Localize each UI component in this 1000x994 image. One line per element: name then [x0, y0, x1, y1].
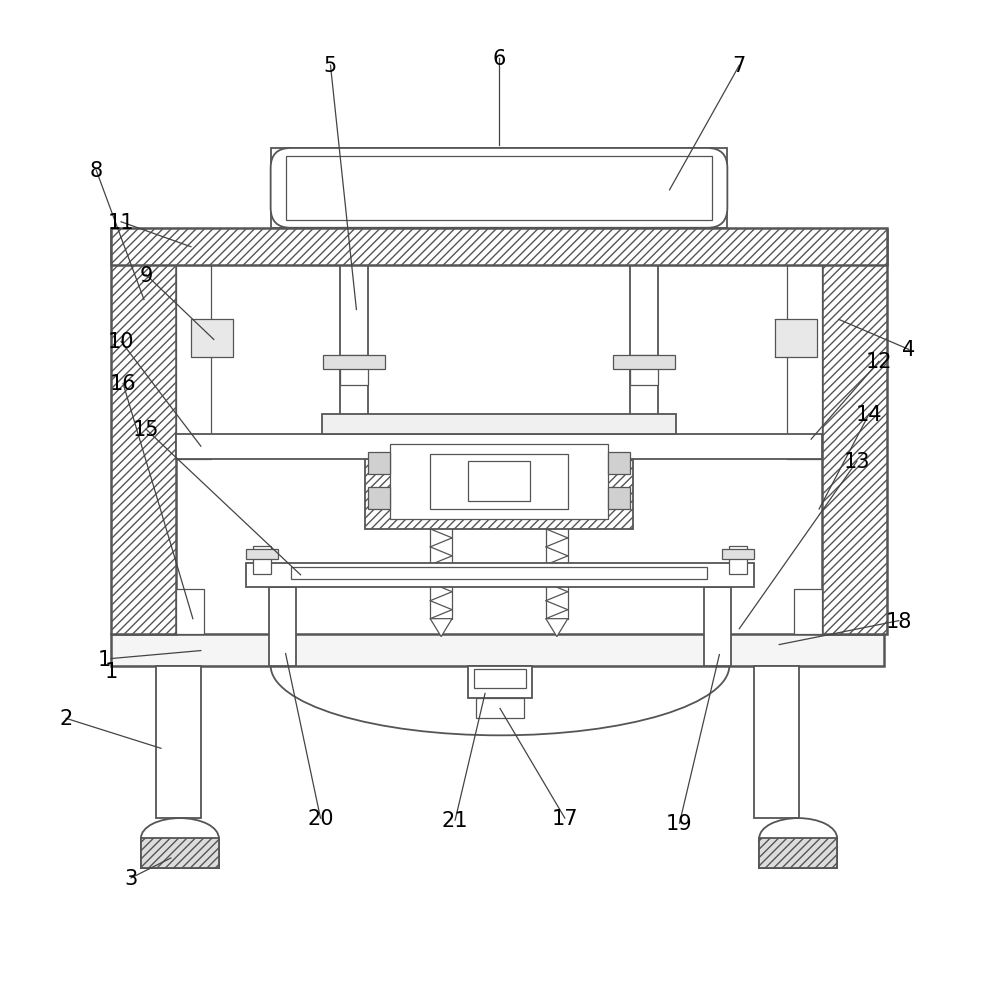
Bar [608, 487, 630, 510]
Text: 6: 6 [492, 49, 506, 70]
Bar [608, 452, 630, 474]
Bar [340, 356, 368, 386]
Bar [390, 444, 608, 520]
Bar [156, 666, 201, 818]
Text: 16: 16 [110, 374, 136, 394]
Text: 14: 14 [856, 405, 882, 424]
Bar [365, 434, 633, 530]
Text: 4: 4 [902, 340, 915, 360]
Bar [630, 356, 658, 386]
Bar [246, 550, 278, 560]
Bar [722, 550, 754, 560]
Text: 18: 18 [886, 611, 912, 631]
Bar [787, 265, 822, 459]
Bar [368, 452, 390, 474]
Text: 19: 19 [666, 813, 693, 833]
Text: 17: 17 [552, 808, 578, 828]
Bar [176, 434, 822, 459]
Bar [633, 229, 692, 265]
Bar [286, 157, 712, 221]
Text: 20: 20 [307, 808, 334, 828]
Text: 12: 12 [866, 352, 892, 372]
Bar [468, 666, 532, 699]
Text: 21: 21 [442, 810, 468, 830]
Bar [269, 587, 296, 666]
Text: 8: 8 [90, 161, 103, 181]
Bar [176, 589, 204, 634]
Text: 5: 5 [324, 56, 337, 77]
Bar [111, 231, 176, 634]
Bar [613, 356, 675, 370]
Bar [468, 461, 530, 502]
Bar [822, 231, 887, 634]
Text: 15: 15 [133, 419, 159, 439]
Bar [253, 547, 271, 575]
Bar [271, 149, 727, 229]
Bar [754, 666, 799, 818]
FancyBboxPatch shape [271, 149, 727, 229]
Bar [775, 320, 817, 358]
Polygon shape [141, 838, 219, 868]
Bar [291, 568, 707, 580]
Bar [111, 229, 887, 265]
Bar [340, 265, 368, 434]
Bar [141, 848, 219, 868]
Text: 9: 9 [139, 265, 153, 285]
Polygon shape [141, 838, 219, 868]
Bar [246, 564, 754, 587]
Bar [176, 265, 211, 459]
Bar [191, 320, 233, 358]
Polygon shape [430, 619, 452, 637]
Text: 3: 3 [124, 868, 138, 888]
Bar [474, 669, 526, 689]
Text: 11: 11 [108, 213, 134, 233]
Bar [759, 848, 837, 868]
Polygon shape [759, 838, 837, 868]
Text: 7: 7 [733, 56, 746, 77]
Bar [476, 699, 524, 719]
Text: 2: 2 [60, 709, 73, 729]
Bar [794, 589, 822, 634]
Text: 1: 1 [104, 661, 118, 681]
Bar [368, 487, 390, 510]
Bar [322, 414, 676, 434]
Bar [111, 634, 884, 666]
Polygon shape [546, 619, 568, 637]
Bar [306, 229, 365, 265]
Bar [704, 587, 731, 666]
Bar [430, 454, 568, 510]
Bar [323, 356, 385, 370]
Bar [729, 547, 747, 575]
Text: 13: 13 [844, 451, 870, 471]
Bar [630, 265, 658, 434]
Text: 10: 10 [108, 332, 134, 352]
Text: 1: 1 [98, 649, 111, 669]
